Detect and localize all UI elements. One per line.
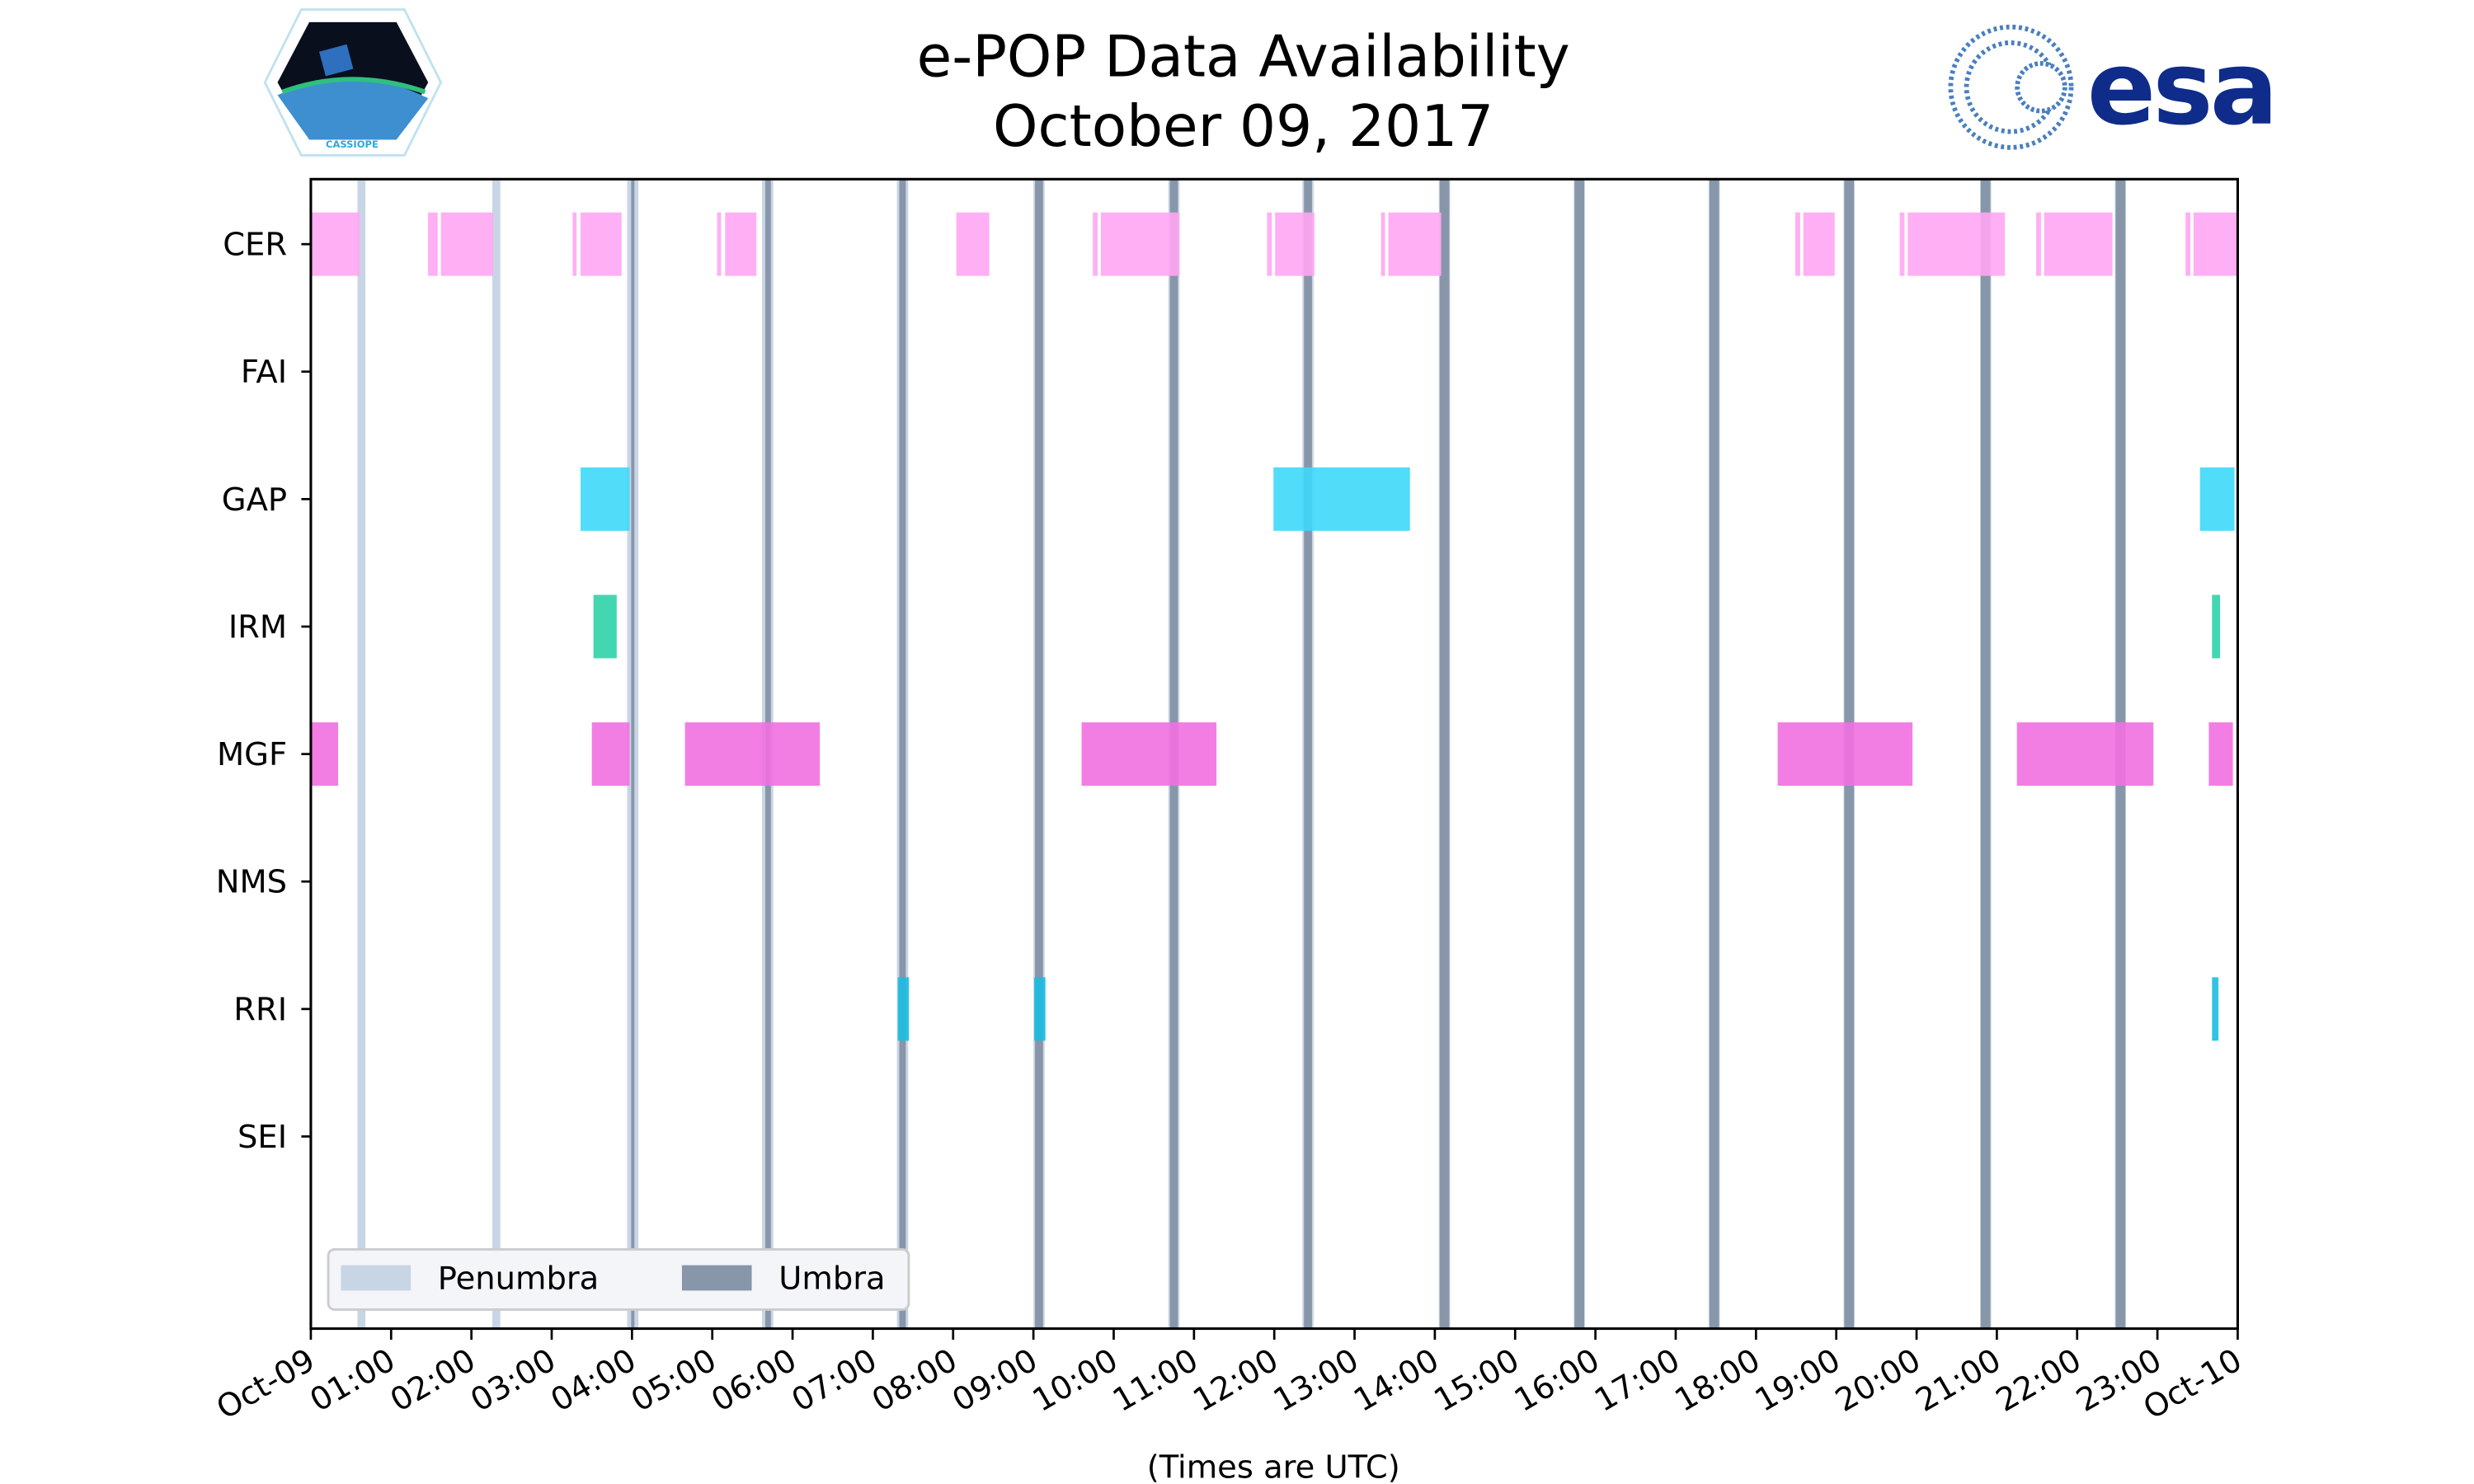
availability-bar-mgf [1777, 722, 1913, 787]
availability-bar-cer [2036, 212, 2041, 276]
availability-bar-irm [2212, 594, 2221, 659]
availability-bar-mgf [2016, 722, 2154, 787]
availability-bar-rri [897, 977, 910, 1041]
y-tick-label: SEI [238, 1119, 287, 1156]
x-tick-label: 12:00 [1187, 1341, 1284, 1419]
chart-title: e-POP Data Availability [917, 24, 1570, 90]
cassiope-logo-text: CASSIOPE [326, 139, 379, 150]
x-tick-label: 02:00 [384, 1341, 482, 1419]
availability-bar-gap [1273, 467, 1410, 531]
availability-bar-cer [310, 212, 360, 276]
legend-swatch-penumbra [341, 1265, 412, 1291]
y-axis: CER FAI GAP IRM MGF NMS RRI SEI [216, 227, 311, 1156]
availability-bar-cer [1388, 212, 1442, 276]
x-tick-label: 20:00 [1829, 1341, 1926, 1419]
x-tick-label: 01:00 [303, 1341, 401, 1419]
x-tick-label: Oct-09 [210, 1341, 321, 1427]
availability-bar-cer [1093, 212, 1098, 276]
availability-bar-cer [717, 212, 722, 276]
availability-bar-cer [1267, 212, 1272, 276]
y-tick-label: FAI [241, 354, 287, 391]
legend-label-umbra: Umbra [778, 1260, 885, 1297]
x-tick-label: 13:00 [1268, 1341, 1365, 1419]
x-tick-label: 15:00 [1427, 1341, 1525, 1419]
x-tick-label: 10:00 [1027, 1341, 1124, 1419]
esa-logo: esa [1948, 24, 2279, 150]
x-axis-label: (Times are UTC) [1147, 1449, 1400, 1484]
x-tick-label: 14:00 [1348, 1341, 1445, 1419]
availability-bar-cer [428, 212, 438, 276]
availability-bar-mgf [591, 722, 630, 787]
legend-label-penumbra: Penumbra [438, 1260, 599, 1297]
esa-logo-text: esa [2087, 31, 2275, 148]
availability-bar-cer [1803, 212, 1835, 276]
umbra-band [1439, 179, 1450, 1329]
umbra-band [899, 179, 906, 1329]
x-tick-label: 03:00 [464, 1341, 562, 1419]
umbra-band [1980, 179, 1991, 1329]
y-tick-label: RRI [233, 991, 287, 1028]
y-tick-label: GAP [222, 481, 287, 519]
x-tick-label: 11:00 [1107, 1341, 1204, 1419]
x-tick-label: 07:00 [786, 1341, 883, 1419]
availability-bar-mgf [310, 722, 339, 787]
availability-bar-mgf [684, 722, 821, 787]
y-tick-label: CER [223, 227, 287, 264]
x-tick-label: 22:00 [1990, 1341, 2087, 1419]
y-tick-label: NMS [216, 864, 287, 901]
availability-bar-cer [2044, 212, 2113, 276]
x-tick-label: 09:00 [946, 1341, 1043, 1419]
availability-bar-gap [2199, 467, 2235, 531]
availability-bar-cer [1275, 212, 1315, 276]
x-tick-label: 21:00 [1910, 1341, 2007, 1419]
y-tick-label: MGF [217, 736, 287, 773]
y-tick-label: IRM [228, 608, 287, 646]
availability-bar-cer [1899, 212, 1905, 276]
availability-bar-cer [1907, 212, 2006, 276]
umbra-band [1035, 179, 1043, 1329]
penumbra-band [357, 179, 366, 1329]
availability-bar-irm [593, 594, 617, 659]
x-tick-label: 19:00 [1749, 1341, 1846, 1419]
penumbra-band [492, 179, 501, 1329]
umbra-band [1709, 179, 1719, 1329]
plot-frame [309, 177, 2239, 1331]
availability-bar-rri [2212, 977, 2219, 1041]
availability-bar-mgf [1081, 722, 1217, 787]
availability-bar-rri [1034, 977, 1046, 1041]
legend: Penumbra Umbra [327, 1247, 910, 1311]
availability-bar-cer [581, 212, 622, 276]
x-tick-label: 16:00 [1508, 1341, 1606, 1419]
availability-bar-mgf [2208, 722, 2233, 787]
umbra-band [1574, 179, 1584, 1329]
x-tick-label: 06:00 [705, 1341, 802, 1419]
legend-box [327, 1247, 910, 1311]
x-tick-label: 08:00 [866, 1341, 963, 1419]
availability-bar-gap [581, 467, 630, 531]
availability-bar-cer [1380, 212, 1385, 276]
instrument-bars [310, 212, 2238, 1041]
availability-bar-cer [1100, 212, 1180, 276]
x-tick-label: 04:00 [545, 1341, 642, 1419]
availability-bar-cer [725, 212, 757, 276]
availability-bar-cer [956, 212, 990, 276]
chart-subtitle: October 09, 2017 [993, 94, 1493, 160]
umbra-band [1304, 179, 1312, 1329]
umbra-band [631, 179, 635, 1329]
x-axis: Oct-0901:0002:0003:0004:0005:0006:0007:0… [210, 1328, 2248, 1427]
availability-bar-cer [572, 212, 577, 276]
x-tick-label: 18:00 [1669, 1341, 1766, 1419]
availability-bar-cer [2185, 212, 2191, 276]
cassiope-logo: CASSIOPE [263, 8, 443, 157]
availability-bar-cer [2193, 212, 2238, 276]
availability-bar-cer [440, 212, 493, 276]
legend-swatch-umbra [681, 1265, 752, 1291]
x-tick-label: 17:00 [1588, 1341, 1686, 1419]
x-tick-label: 05:00 [625, 1341, 722, 1419]
availability-bar-cer [1795, 212, 1800, 276]
